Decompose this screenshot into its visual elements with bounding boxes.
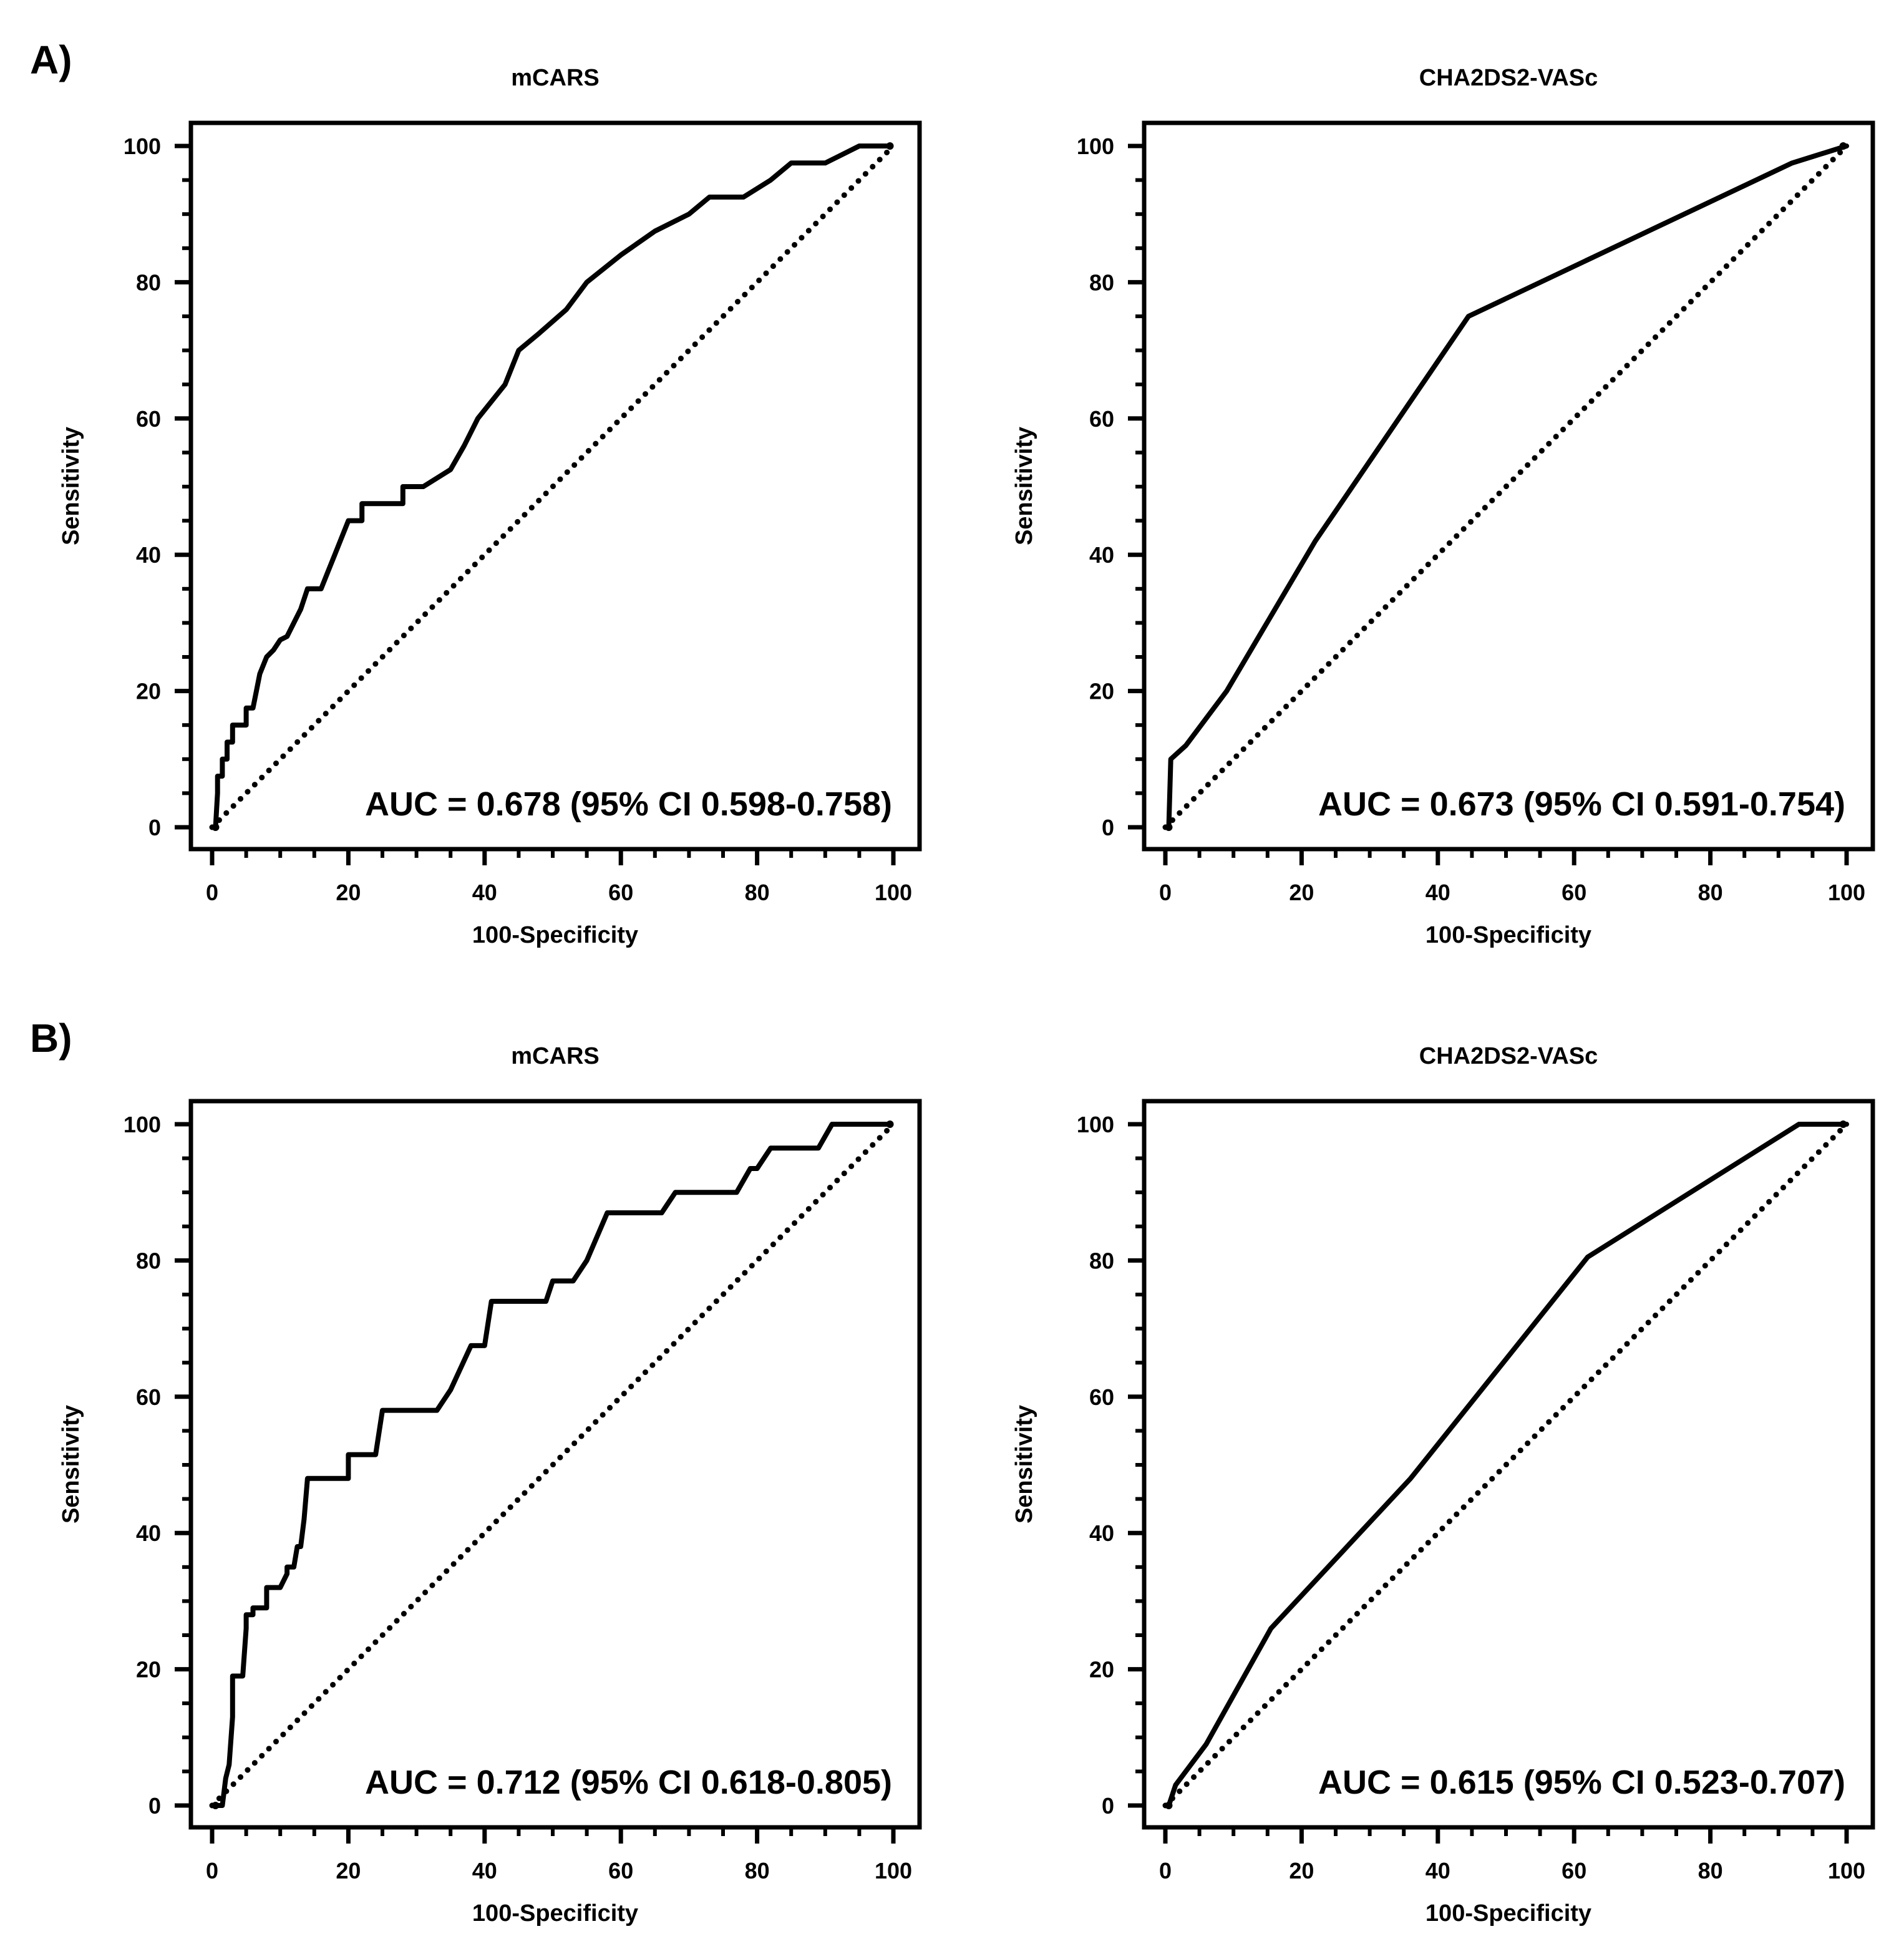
chart-title: mCARS bbox=[511, 1043, 599, 1069]
x-tick-label: 80 bbox=[1698, 880, 1723, 905]
x-axis-label: 100-Specificity bbox=[1426, 1900, 1591, 1927]
end-point-marker bbox=[1839, 142, 1847, 150]
reference-diagonal-line bbox=[209, 143, 896, 830]
auc-annotation: AUC = 0.673 (95% CI 0.591-0.754) bbox=[1318, 785, 1845, 823]
chart-title: CHA2DS2-VASc bbox=[1419, 1043, 1598, 1069]
roc-curve-line bbox=[213, 143, 893, 830]
x-tick-label: 0 bbox=[206, 880, 218, 905]
x-tick-label: 40 bbox=[472, 880, 497, 905]
x-axis-label: 100-Specificity bbox=[472, 1900, 638, 1927]
auc-annotation: AUC = 0.615 (95% CI 0.523-0.707) bbox=[1318, 1764, 1845, 1801]
y-tick-label: 60 bbox=[1089, 406, 1114, 432]
y-axis-label: Sensitivity bbox=[58, 427, 84, 545]
end-point-marker bbox=[1839, 1120, 1847, 1128]
roc-chart-3: mCARS 100-Specificity Sensitivity 0 20 40 60 80… bbox=[58, 1043, 922, 1927]
y-tick-label: 60 bbox=[1089, 1384, 1114, 1410]
roc-chart-2: CHA2DS2-VASc 100-Specificity Sensitivity 0 2… bbox=[1011, 65, 1875, 948]
y-axis-label: Sensitivity bbox=[1011, 1405, 1037, 1524]
chart-title: mCARS bbox=[511, 65, 599, 91]
y-tick-label: 40 bbox=[1089, 1520, 1114, 1546]
panel-label-a: A) bbox=[30, 37, 72, 82]
y-tick-label: 0 bbox=[1102, 815, 1114, 840]
x-tick-label: 60 bbox=[608, 1858, 633, 1883]
y-tick-label: 80 bbox=[136, 270, 161, 295]
auc-annotation: AUC = 0.712 (95% CI 0.618-0.805) bbox=[365, 1764, 892, 1801]
x-tick-label: 100 bbox=[875, 880, 912, 905]
y-tick-label: 80 bbox=[1089, 270, 1114, 295]
roc-chart-1: mCARS 100-Specificity Sensitivity 0 20 40 60 80… bbox=[58, 65, 922, 948]
roc-chart-4: CHA2DS2-VASc 100-Specificity Sensitivity 0 2… bbox=[1011, 1043, 1875, 1927]
y-axis-label: Sensitivity bbox=[1011, 427, 1037, 545]
y-tick-label: 60 bbox=[136, 406, 161, 432]
auc-annotation: AUC = 0.678 (95% CI 0.598-0.758) bbox=[365, 785, 892, 823]
reference-diagonal-line bbox=[209, 1121, 896, 1809]
y-tick-label: 40 bbox=[136, 1520, 161, 1546]
y-tick-label: 20 bbox=[1089, 1657, 1114, 1683]
panel-label-b: B) bbox=[30, 1016, 72, 1061]
x-tick-label: 0 bbox=[1159, 1858, 1172, 1883]
y-tick-label: 20 bbox=[136, 679, 161, 704]
roc-curve-line bbox=[1166, 1122, 1849, 1808]
start-point-marker bbox=[1165, 824, 1173, 831]
y-tick-label: 40 bbox=[1089, 542, 1114, 568]
end-point-marker bbox=[886, 1120, 894, 1128]
start-point-marker bbox=[211, 1802, 220, 1809]
start-point-marker bbox=[211, 824, 220, 831]
x-tick-label: 40 bbox=[472, 1858, 497, 1883]
x-tick-label: 60 bbox=[1562, 1858, 1586, 1883]
y-axis-label: Sensitivity bbox=[58, 1405, 84, 1524]
x-tick-label: 100 bbox=[1828, 1858, 1865, 1883]
y-tick-label: 20 bbox=[136, 1657, 161, 1683]
x-tick-label: 80 bbox=[745, 1858, 770, 1883]
y-tick-label: 100 bbox=[1077, 1112, 1114, 1137]
y-tick-label: 0 bbox=[1102, 1793, 1114, 1819]
x-tick-label: 0 bbox=[206, 1858, 218, 1883]
roc-curve-line bbox=[213, 1122, 893, 1808]
x-tick-label: 80 bbox=[1698, 1858, 1723, 1883]
x-tick-label: 100 bbox=[875, 1858, 912, 1883]
y-tick-label: 100 bbox=[124, 1112, 161, 1137]
x-axis-label: 100-Specificity bbox=[1426, 922, 1591, 948]
start-point-marker bbox=[1165, 1802, 1173, 1809]
y-tick-label: 100 bbox=[124, 134, 161, 159]
x-tick-label: 20 bbox=[1289, 1858, 1314, 1883]
x-tick-label: 60 bbox=[608, 880, 633, 905]
roc-curve-line bbox=[1166, 143, 1849, 830]
x-tick-label: 80 bbox=[745, 880, 770, 905]
x-tick-label: 0 bbox=[1159, 880, 1172, 905]
x-tick-label: 20 bbox=[1289, 880, 1314, 905]
x-tick-label: 20 bbox=[336, 1858, 361, 1883]
y-tick-label: 100 bbox=[1077, 134, 1114, 159]
end-point-marker bbox=[886, 142, 894, 150]
y-tick-label: 0 bbox=[148, 815, 161, 840]
x-tick-label: 60 bbox=[1562, 880, 1586, 905]
x-tick-label: 40 bbox=[1426, 1858, 1450, 1883]
y-tick-label: 20 bbox=[1089, 679, 1114, 704]
x-axis-label: 100-Specificity bbox=[472, 922, 638, 948]
y-tick-label: 80 bbox=[136, 1248, 161, 1273]
reference-diagonal-line bbox=[1162, 143, 1850, 830]
y-tick-label: 80 bbox=[1089, 1248, 1114, 1273]
y-tick-label: 40 bbox=[136, 542, 161, 568]
x-tick-label: 100 bbox=[1828, 880, 1865, 905]
y-tick-label: 60 bbox=[136, 1384, 161, 1410]
y-tick-label: 0 bbox=[148, 1793, 161, 1819]
chart-title: CHA2DS2-VASc bbox=[1419, 65, 1598, 91]
x-tick-label: 40 bbox=[1426, 880, 1450, 905]
x-tick-label: 20 bbox=[336, 880, 361, 905]
reference-diagonal-line bbox=[1162, 1121, 1850, 1809]
